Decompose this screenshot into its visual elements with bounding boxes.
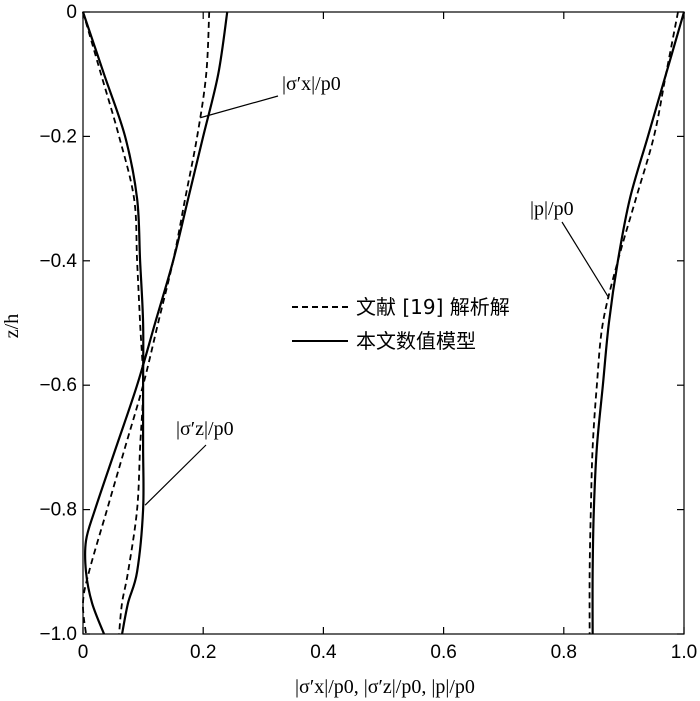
y-tick-label: −0.6 <box>39 375 77 396</box>
ticks: 0 0.2 0.4 0.6 0.8 1.0 0 −0.2 −0.4 −0.6 −0.8 −1.0 <box>39 2 697 663</box>
legend-label-analytical: 文献 [19] 解析解 <box>356 295 510 319</box>
annotations: |σ′x|/p0 |σ′z|/p0 |p|/p0 <box>144 73 610 506</box>
x-axis-label: |σ′x|/p0, |σ′z|/p0, |p|/p0 <box>295 676 475 698</box>
x-tick-label: 0.6 <box>430 642 456 663</box>
series-line-sigma-z-dashed <box>82 11 145 635</box>
x-tick-label: 0.4 <box>310 642 337 663</box>
series-line-p-solid <box>591 11 686 635</box>
annotation-leader-line <box>144 444 207 506</box>
series-line-sigma-z-solid <box>81 11 145 635</box>
series-line-p-dashed <box>588 11 679 635</box>
annotation-leader-line <box>561 221 610 299</box>
annotation-label: |σ′z|/p0 <box>176 418 234 440</box>
series-line-sigma-x-solid <box>83 11 229 635</box>
legend: 文献 [19] 解析解 本文数值模型 <box>292 295 510 353</box>
y-tick-label: −1.0 <box>39 624 77 645</box>
legend-label-numerical: 本文数值模型 <box>356 329 476 353</box>
x-tick-label: 0.2 <box>190 642 216 663</box>
series-line-sigma-x-dashed <box>82 11 211 635</box>
plot-border <box>82 11 685 635</box>
annotation-label: |p|/p0 <box>530 198 574 220</box>
x-tick-label: 0.8 <box>551 642 577 663</box>
y-tick-label: −0.8 <box>39 500 77 521</box>
y-axis-label: z/h <box>1 314 23 338</box>
y-tick-label: −0.4 <box>39 251 77 272</box>
annotation-leader-line <box>200 95 279 119</box>
y-tick-label: −0.2 <box>39 126 77 147</box>
series-group <box>81 11 686 635</box>
plot-frame <box>82 11 685 635</box>
annotation-label: |σ′x|/p0 <box>282 73 341 95</box>
x-tick-label: 1.0 <box>671 642 697 663</box>
y-tick-label: 0 <box>66 2 77 23</box>
x-tick-label: 0 <box>78 642 89 663</box>
